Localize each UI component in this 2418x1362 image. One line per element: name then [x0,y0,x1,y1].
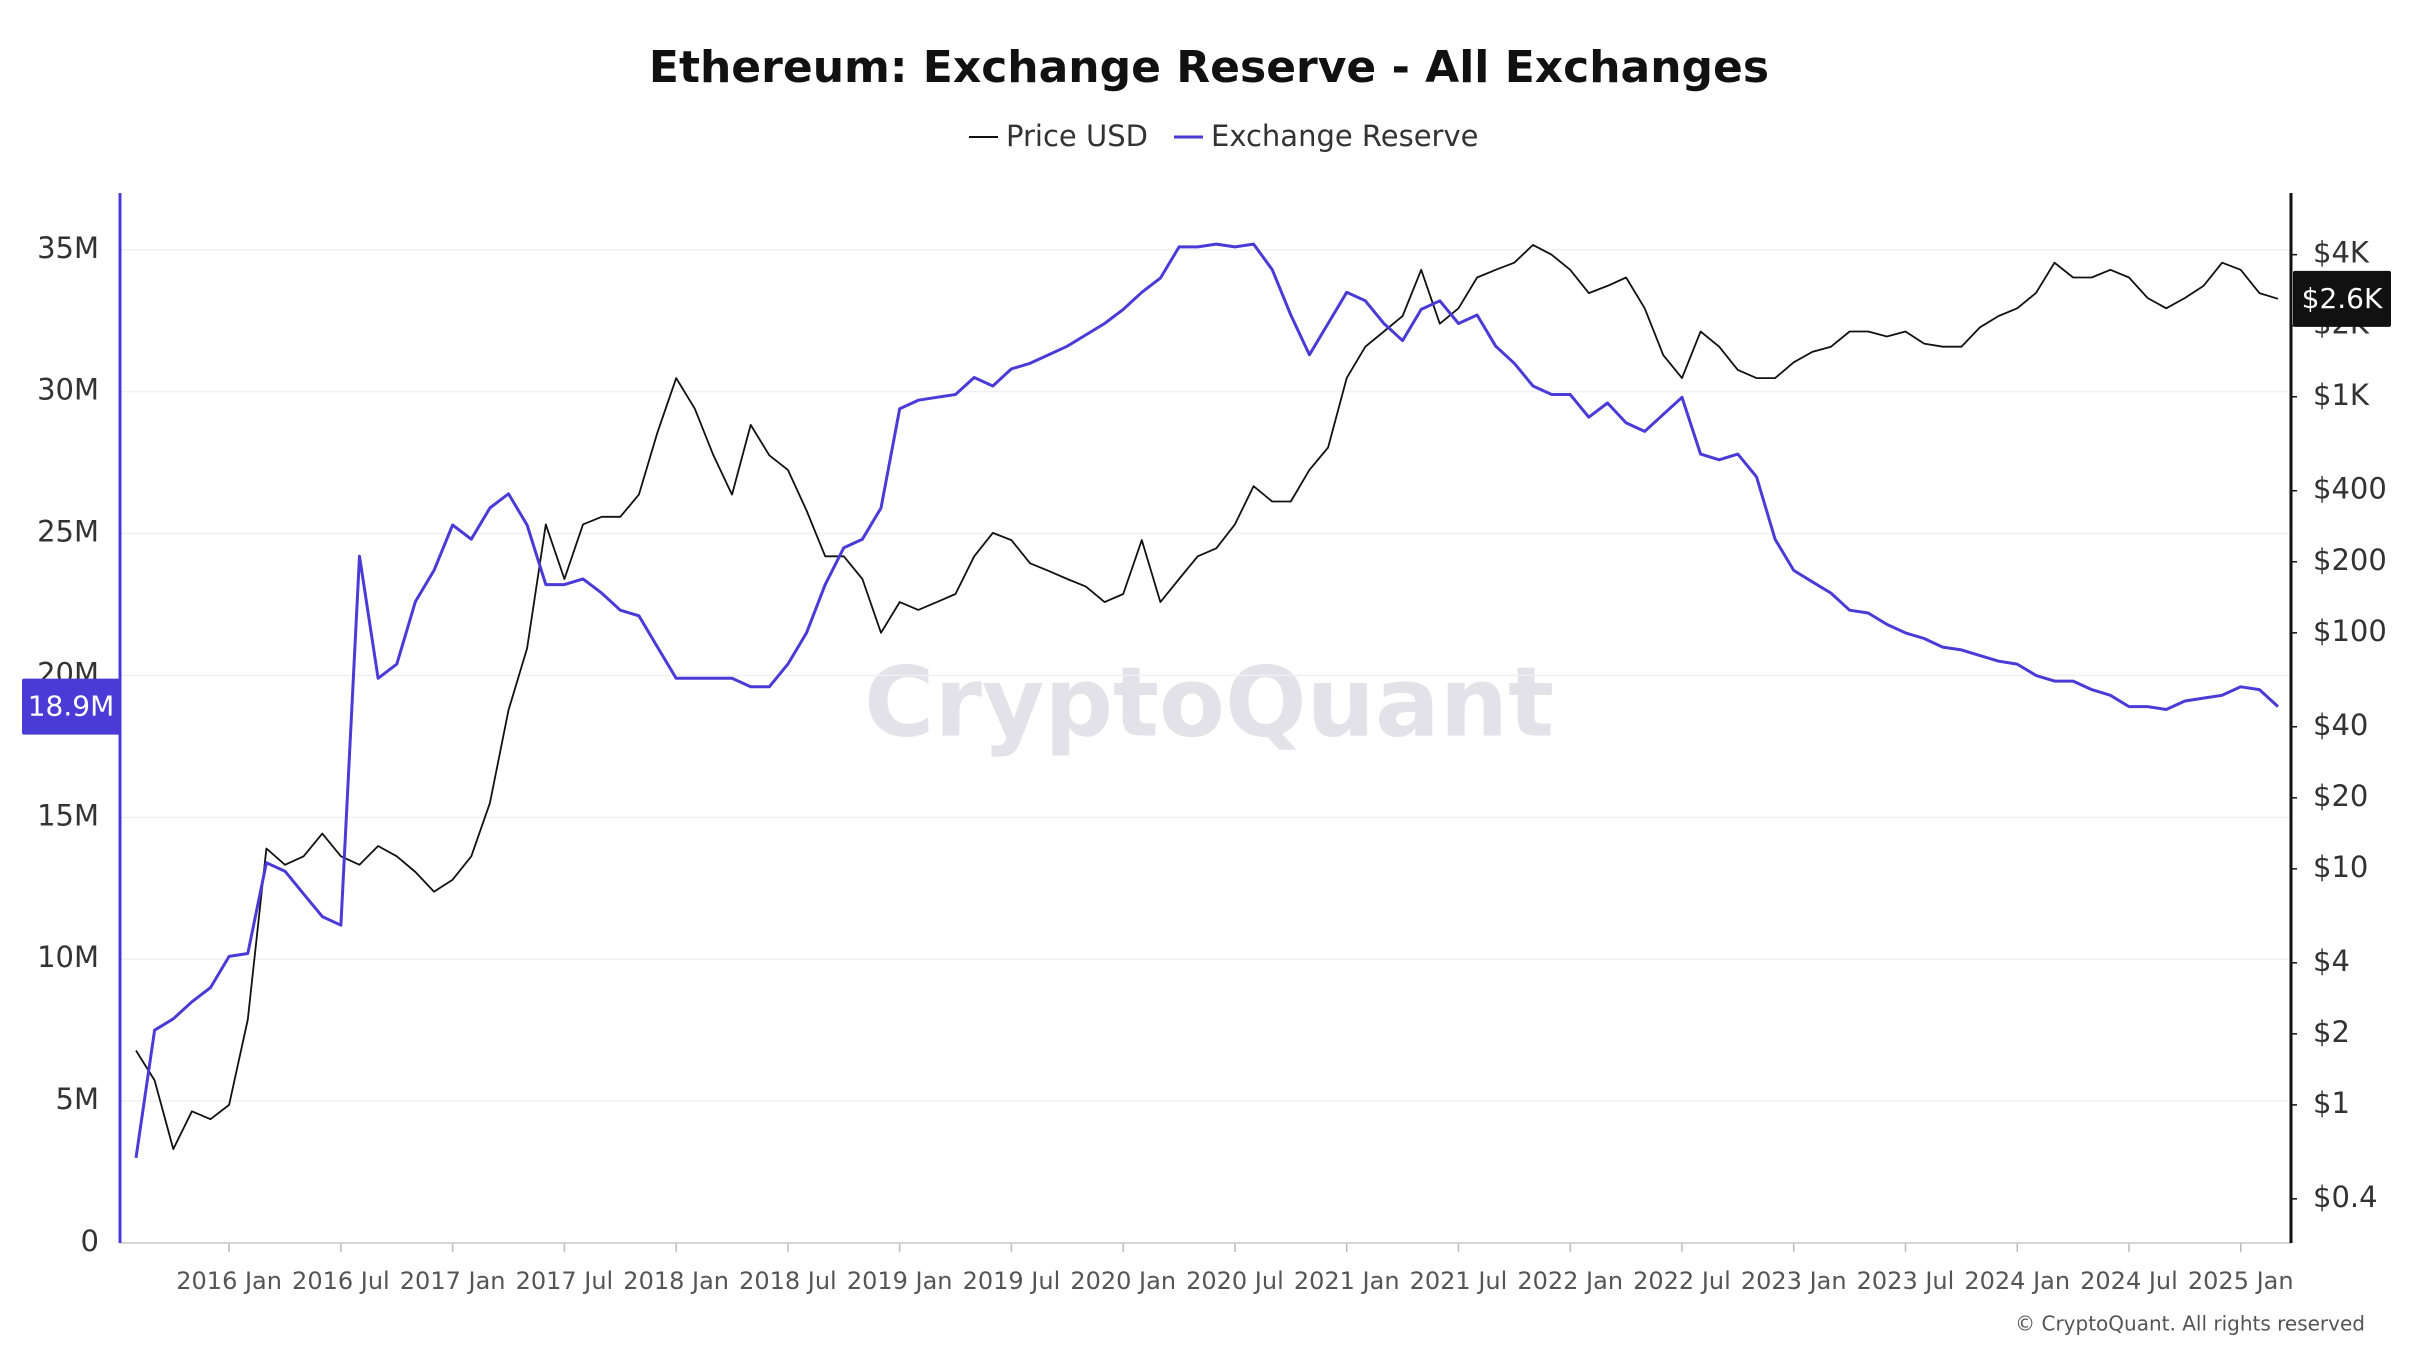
x-tick-label: 2017 Jan [400,1267,506,1295]
x-tick-label: 2024 Jul [2080,1267,2178,1295]
y-tick-label: 0 [81,1224,99,1258]
x-tick-label: 2017 Jul [516,1267,614,1295]
y2-tick-label: $20 [2313,779,2368,813]
x-tick-label: 2025 Jan [2188,1267,2294,1295]
y2-tick-label: $40 [2313,708,2368,742]
y-tick-label: 35M [37,231,99,265]
x-tick-label: 2016 Jan [176,1267,282,1295]
x-tick-label: 2022 Jul [1633,1267,1731,1295]
legend-label: Price USD [1006,119,1148,153]
y-tick-label: 25M [37,515,99,549]
x-tick-label: 2020 Jul [1186,1267,1284,1295]
y2-tick-label: $10 [2313,850,2368,884]
y-tick-label: 15M [37,798,99,832]
x-tick-label: 2021 Jul [1410,1267,1508,1295]
y2-tick-label: $100 [2313,614,2387,648]
value-badge [22,678,120,735]
series-line [135,244,2279,1150]
x-tick-label: 2018 Jul [739,1267,837,1295]
x-tick-label: 2016 Jul [292,1267,390,1295]
x-tick-label: 2019 Jul [963,1267,1061,1295]
x-tick-label: 2019 Jan [847,1267,953,1295]
x-tick-label: 2022 Jan [1517,1267,1623,1295]
x-tick-label: 2020 Jan [1070,1267,1176,1295]
y-tick-label: 30M [37,373,99,407]
y-tick-label: 5M [56,1082,99,1116]
x-tick-label: 2023 Jan [1741,1267,1847,1295]
value-badge-label: 18.9M [28,690,115,723]
x-tick-label: 2023 Jul [1857,1267,1955,1295]
value-badge [2293,270,2391,327]
y2-tick-label: $4 [2313,944,2350,978]
y2-tick-label: $0.4 [2313,1180,2378,1214]
source-note: © CryptoQuant. All rights reserved [2015,1312,2365,1336]
legend-label: Exchange Reserve [1211,119,1479,153]
y2-tick-label: $200 [2313,543,2387,577]
y2-tick-label: $400 [2313,472,2387,506]
x-tick-label: 2018 Jan [623,1267,729,1295]
y2-tick-label: $4K [2313,236,2370,270]
x-tick-label: 2024 Jan [1964,1267,2070,1295]
chart-title: Ethereum: Exchange Reserve - All Exchang… [649,42,1769,93]
series-line [134,242,2280,1159]
y2-tick-label: $1 [2313,1086,2350,1120]
y-tick-label: 10M [37,940,99,974]
value-badge-label: $2.6K [2302,282,2383,315]
x-tick-label: 2021 Jan [1294,1267,1400,1295]
y2-tick-label: $1K [2313,378,2370,412]
watermark: CryptoQuant [864,646,1554,758]
y2-tick-label: $2 [2313,1015,2350,1049]
